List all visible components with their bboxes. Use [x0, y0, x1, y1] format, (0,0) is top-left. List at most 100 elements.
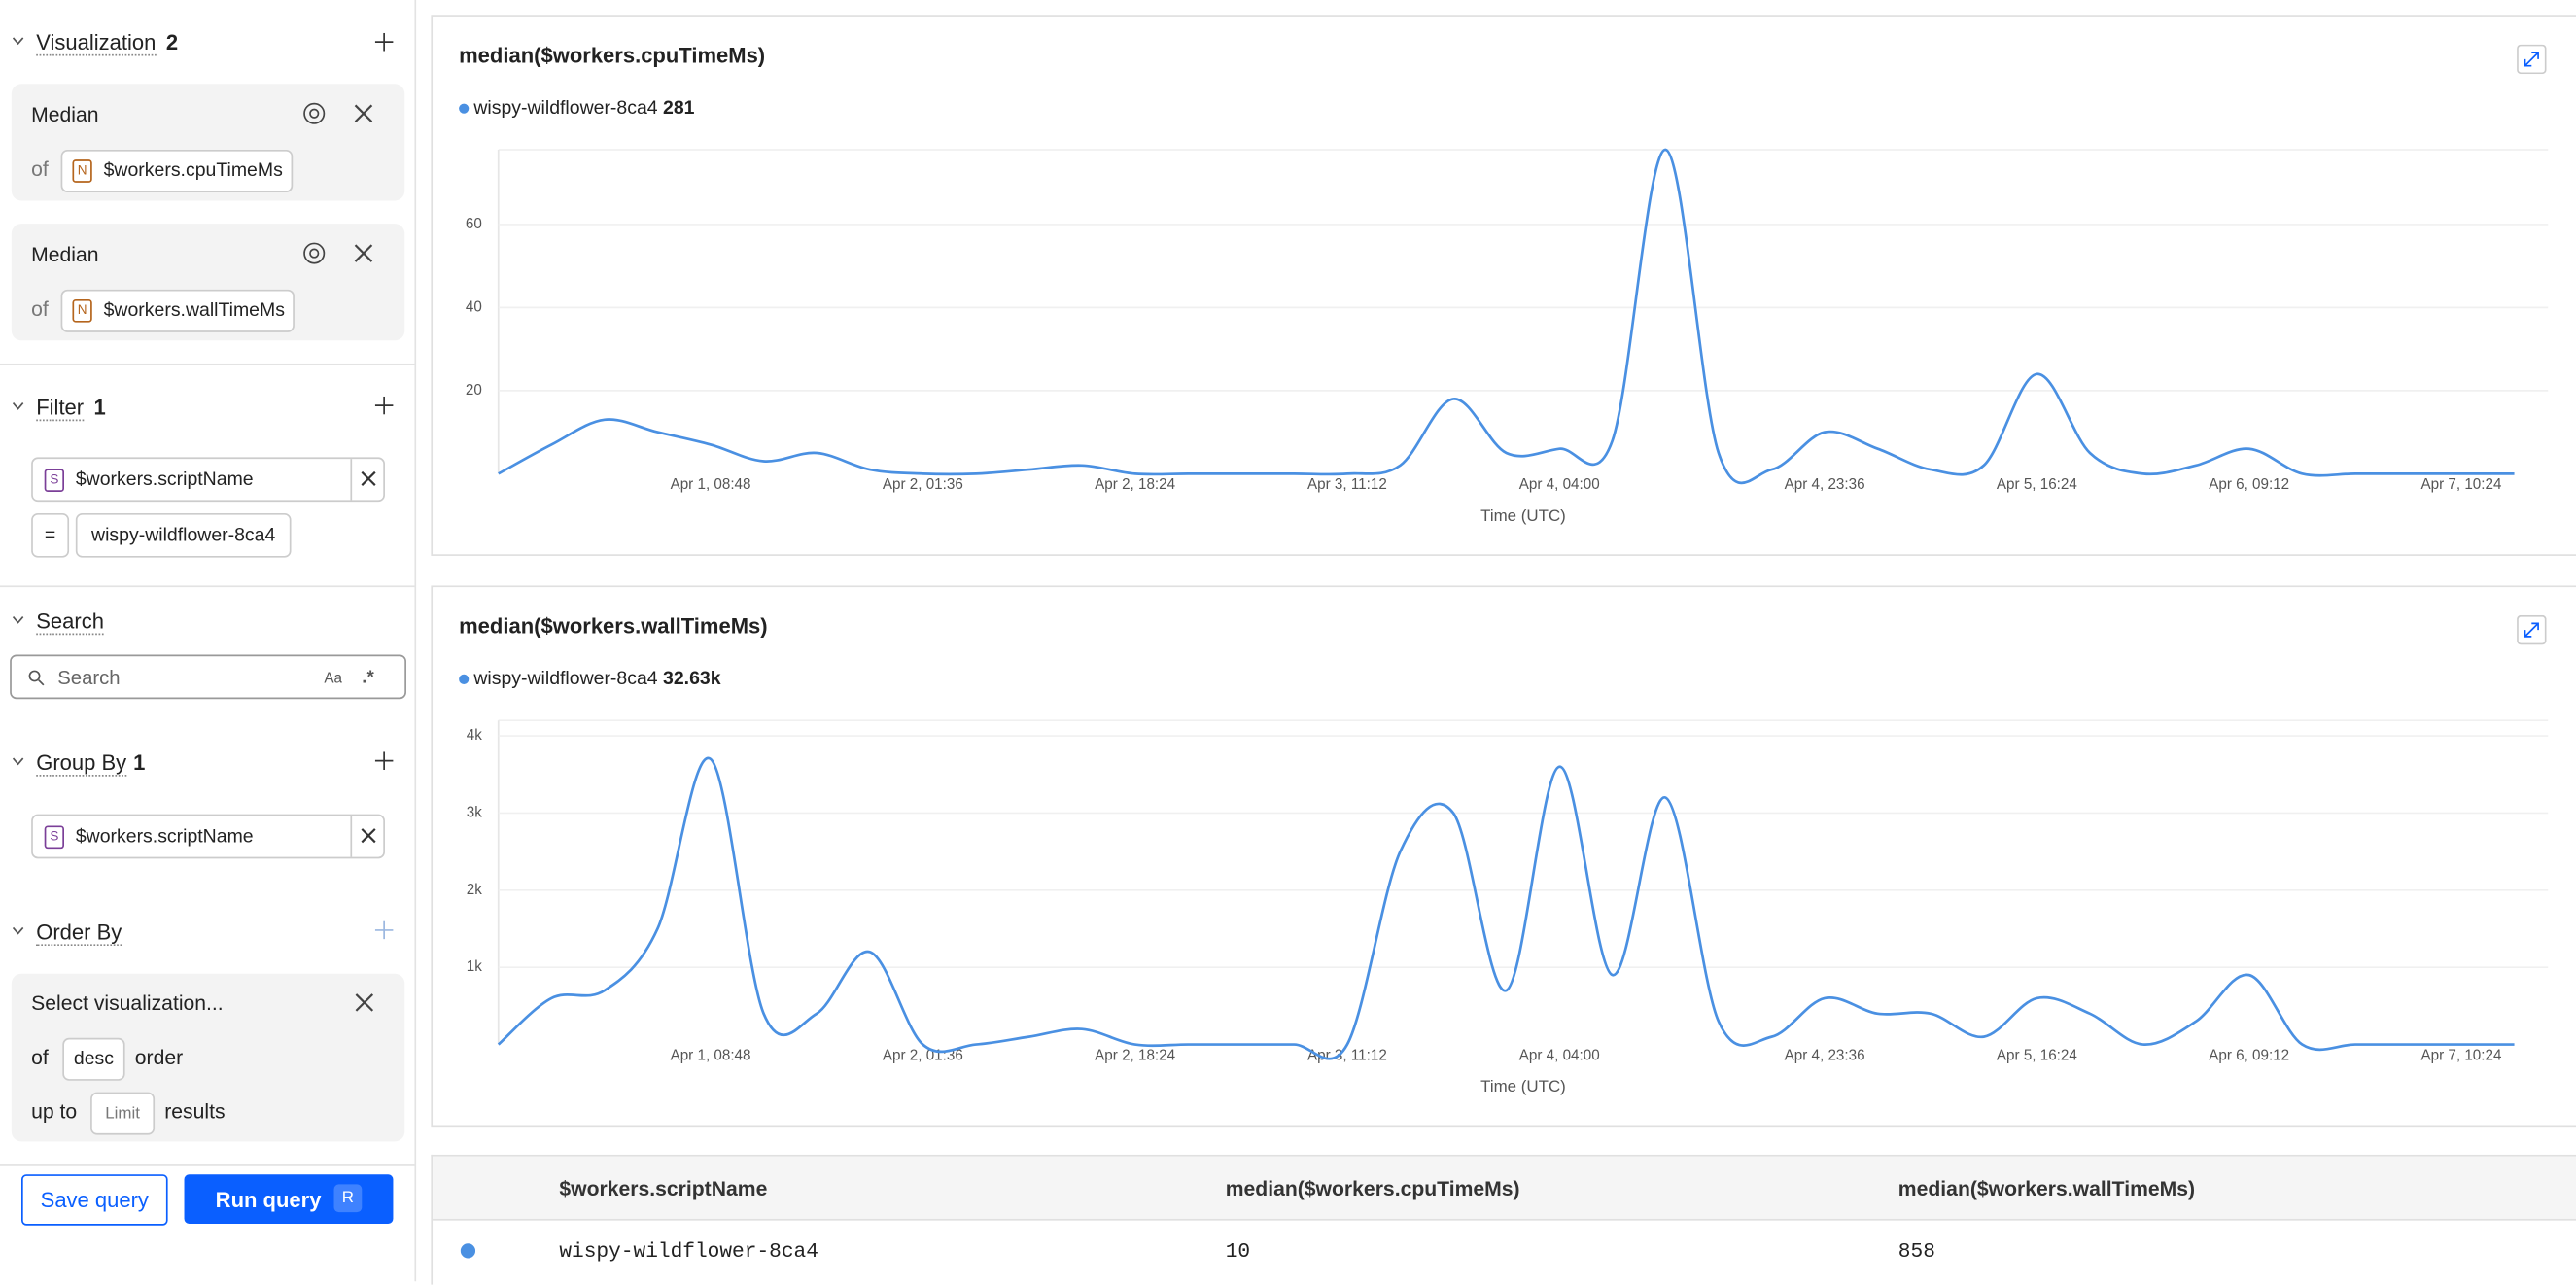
legend-dot [459, 103, 470, 114]
section-title[interactable]: Search [36, 608, 104, 636]
add-button[interactable] [374, 32, 394, 52]
of: of [31, 157, 49, 182]
y-tick-label: 1k [467, 958, 482, 975]
x-tick-label: Apr 3, 11:12 [1307, 476, 1387, 493]
legend-name[interactable]: wispy-wildflower-8ca4 [473, 669, 658, 690]
expand-button[interactable] [2517, 614, 2547, 645]
icons[interactable] [302, 102, 401, 125]
of: of [31, 1046, 49, 1069]
chart-title: median($workers.wallTimeMs) [459, 613, 768, 639]
expand-button[interactable] [2517, 44, 2547, 75]
column-header[interactable]: median($workers.wallTimeMs) [1897, 1177, 2196, 1201]
y-tick-label: 60 [466, 216, 482, 232]
type-badge: N [72, 298, 92, 323]
cell: 858 [1897, 1239, 1935, 1264]
field-pill[interactable]: N $workers.cpuTimeMs [60, 149, 294, 192]
x-tick-label: Apr 6, 09:12 [2209, 476, 2289, 493]
column-header[interactable]: median($workers.cpuTimeMs) [1225, 1177, 1520, 1201]
x-tick-label: Apr 7, 10:24 [2421, 1047, 2502, 1063]
series-line [497, 756, 2515, 1060]
operator-text: = [44, 525, 56, 545]
legend-dot [459, 674, 470, 684]
plot: 20 40 60 Apr 1, 08:48 Apr 2, 01:36 Apr 2, 18:… [466, 148, 2549, 525]
x-axis-label: Time (UTC) [1480, 1077, 1566, 1095]
divider [0, 363, 415, 365]
x-tick-label: Apr 5, 16:24 [1997, 1047, 2077, 1063]
section-title[interactable]: Filter [36, 395, 85, 422]
order: order [134, 1046, 184, 1069]
y-tick-label: 20 [466, 382, 482, 399]
divider [0, 585, 415, 588]
cell: 10 [1225, 1239, 1251, 1264]
series-line [498, 148, 2515, 485]
x-tick-label: Apr 4, 04:00 [1519, 1047, 1600, 1063]
x-tick-label: Apr 7, 10:24 [2421, 476, 2502, 493]
add-button[interactable] [374, 396, 394, 415]
section-count: 2 [165, 29, 179, 54]
x-axis-label: Time (UTC) [1480, 506, 1566, 525]
y-tick-label: 3k [467, 804, 482, 820]
sidebar-border [414, 0, 417, 1282]
up-to: up to [31, 1100, 78, 1124]
column-header[interactable]: $workers.scriptName [559, 1177, 768, 1201]
case-toggle[interactable]: Aa [324, 668, 343, 685]
x-tick-label: Apr 6, 09:12 [2209, 1047, 2289, 1063]
field: $workers.scriptName [75, 469, 254, 490]
add-button[interactable] [374, 751, 394, 770]
field-pill[interactable]: N $workers.wallTimeMs [60, 289, 295, 332]
y-tick-label: 2k [467, 882, 482, 898]
limit[interactable]: Limit [90, 1092, 156, 1135]
of: of [31, 297, 49, 321]
section-title[interactable]: Order By [36, 919, 122, 947]
filter-field[interactable]: S $workers.scriptName [31, 457, 385, 503]
section-count: 1 [133, 749, 146, 776]
chart-card: median($workers.cpuTimeMs) wispy-wildflo… [431, 15, 2576, 556]
field: $workers.scriptName [75, 826, 254, 847]
regex-toggle[interactable]: .* [362, 667, 374, 687]
section-title[interactable]: Group By [36, 749, 127, 777]
function[interactable]: Median [31, 103, 99, 127]
add-button[interactable] [374, 920, 394, 940]
x-tick-label: Apr 4, 23:36 [1785, 476, 1865, 493]
legend-value: 281 [663, 98, 695, 119]
label: Run query [215, 1187, 322, 1213]
filter-value[interactable]: wispy-wildflower-8ca4 [75, 512, 292, 558]
label: Save query [40, 1187, 149, 1213]
x-tick-label: Apr 4, 04:00 [1519, 476, 1600, 493]
chart-title: median($workers.cpuTimeMs) [459, 42, 766, 68]
divider [0, 1164, 415, 1166]
remove[interactable] [361, 470, 377, 487]
run-button[interactable]: Run query R [184, 1174, 394, 1225]
icons[interactable] [302, 242, 401, 265]
legend: wispy-wildflower-8ca4 32.63k [459, 669, 721, 690]
operator[interactable]: = [31, 512, 70, 558]
section-title[interactable]: Visualization [36, 29, 157, 56]
y-tick-label: 40 [466, 298, 482, 315]
y-tick-label: 4k [467, 727, 482, 744]
remove[interactable] [361, 827, 377, 844]
x-tick-label: Apr 1, 08:48 [671, 476, 751, 493]
type-badge: S [44, 468, 64, 492]
x-tick-label: Apr 2, 18:24 [1095, 476, 1175, 493]
shortcut: R [333, 1184, 363, 1213]
chevron [12, 402, 24, 410]
chevron [12, 616, 24, 624]
order-card: Select visualization... of desc order up… [11, 973, 405, 1142]
placeholder: Search [57, 665, 121, 689]
direction-text: desc [73, 1049, 115, 1069]
function[interactable]: Median [31, 243, 99, 267]
remove[interactable] [355, 993, 374, 1012]
group-field[interactable]: S $workers.scriptName [31, 814, 385, 859]
save-button[interactable]: Save query [20, 1174, 168, 1226]
chevron [12, 926, 24, 935]
search-box[interactable]: Search Aa .* [10, 654, 406, 700]
chevron [12, 37, 24, 46]
table-header [433, 1156, 2576, 1221]
select[interactable]: Select visualization... [31, 991, 224, 1016]
viz-card: Median of N $workers.cpuTimeMs [11, 84, 405, 201]
direction[interactable]: desc [62, 1037, 125, 1081]
legend-name[interactable]: wispy-wildflower-8ca4 [473, 98, 658, 119]
